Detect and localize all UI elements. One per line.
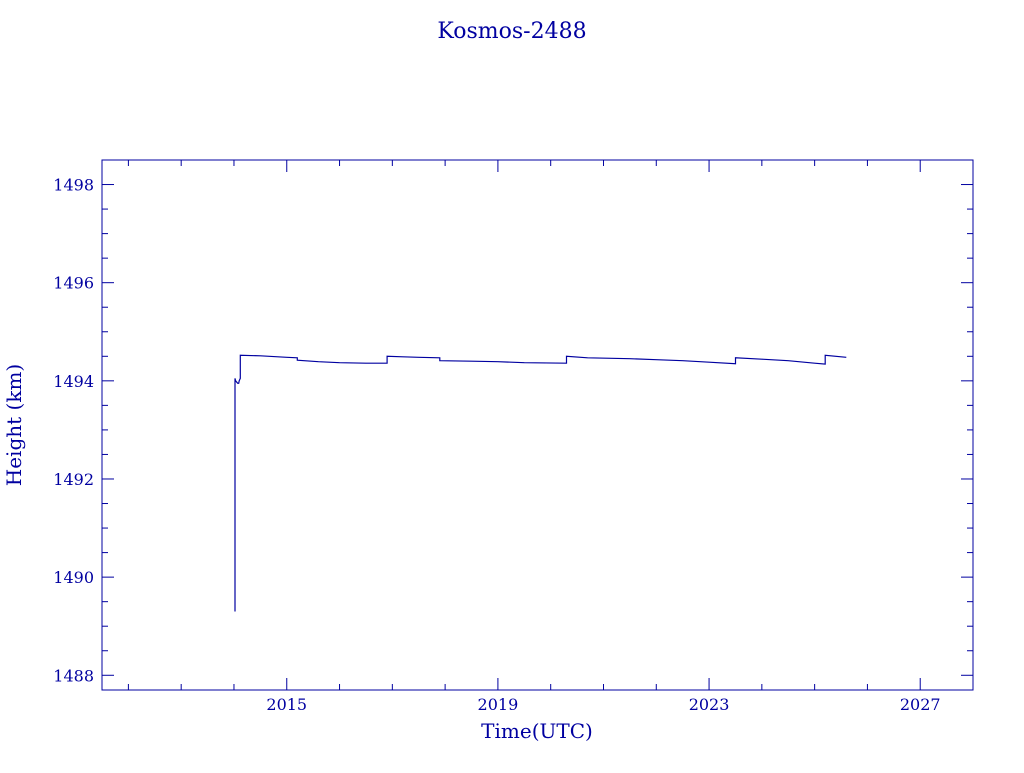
x-tick-label: 2015: [266, 695, 307, 714]
x-axis-label: Time(UTC): [481, 719, 593, 743]
y-tick-label: 1490: [53, 568, 94, 587]
y-tick-label: 1498: [53, 176, 94, 195]
tick-labels: 2015 2019 2023 2027 1488 1490 1492 1494 1496 1498: [53, 176, 940, 714]
x-tick-label: 2019: [478, 695, 519, 714]
y-axis-label: Height (km): [2, 364, 26, 486]
plot-frame: [101, 159, 974, 691]
y-tick-label: 1488: [53, 666, 94, 685]
y-tick-label: 1492: [53, 470, 94, 489]
y-tick-label: 1494: [53, 372, 94, 391]
y-tick-label: 1496: [53, 274, 94, 293]
chart-title: Kosmos-2488: [437, 19, 586, 44]
x-tick-label: 2027: [900, 695, 941, 714]
series-layer: [234, 354, 847, 612]
axis-ticks: [102, 159, 974, 690]
x-tick-label: 2023: [689, 695, 730, 714]
series-line-0: [234, 354, 847, 612]
